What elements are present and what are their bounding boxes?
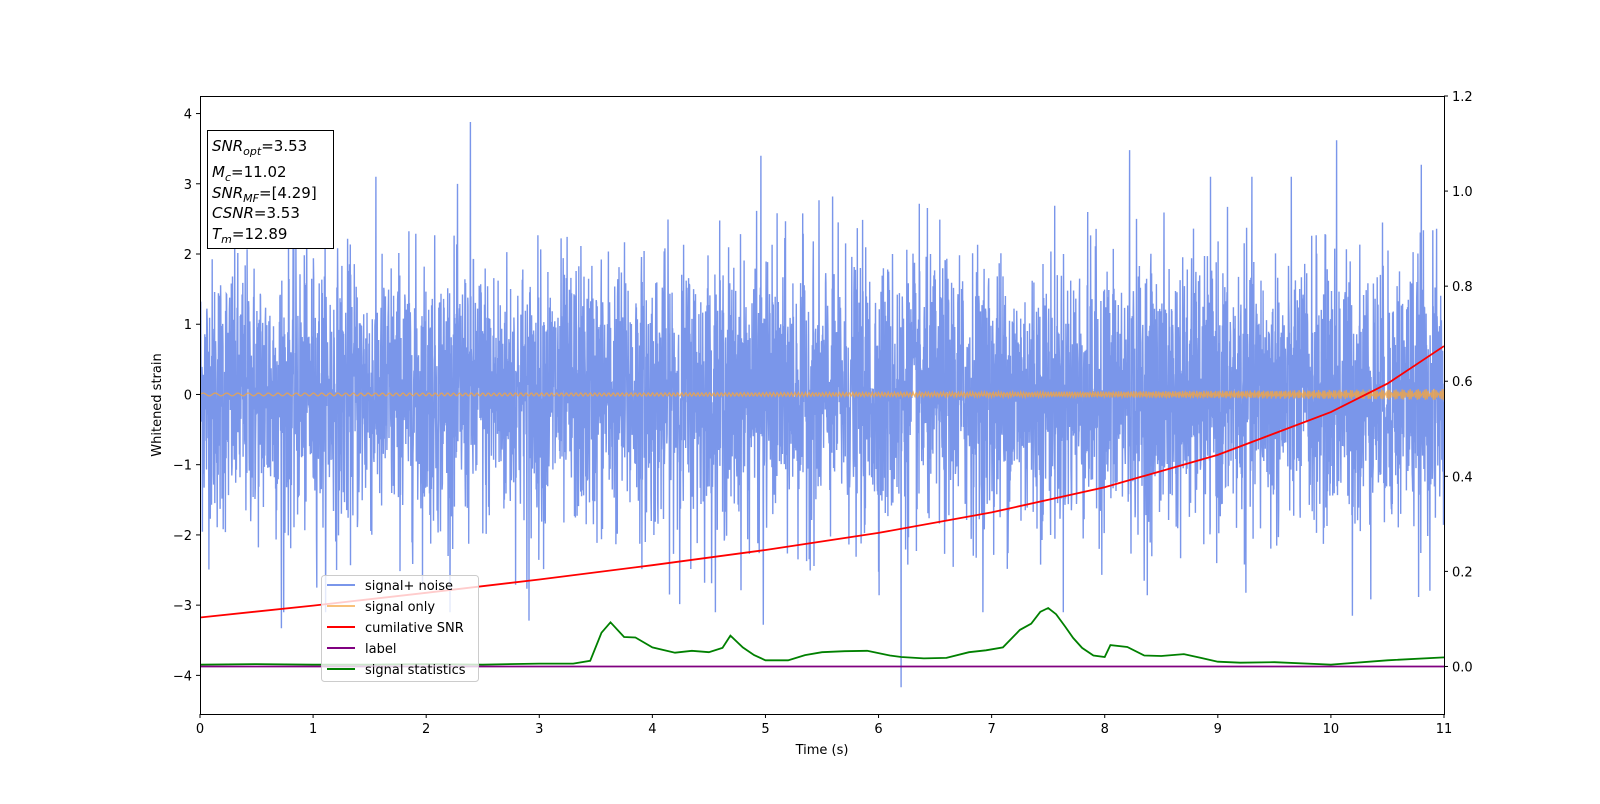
legend-label-label: label xyxy=(365,642,396,657)
legend-entry-label: label xyxy=(327,642,396,657)
y2-tick-label: 1.2 xyxy=(1452,90,1473,105)
stats-box: SNRopt=3.53 Mc=11.02 SNRMF=[4.29] CSNR=3… xyxy=(207,130,334,249)
stat-mc: Mc=11.02 xyxy=(212,163,287,184)
legend-frame xyxy=(321,575,479,682)
x-tick-label: 1 xyxy=(309,722,317,737)
x-tick-label: 8 xyxy=(1101,722,1109,737)
legend-label-signal-noise: signal+ noise xyxy=(365,579,453,594)
legend-entry-cumulative-snr: cumilative SNR xyxy=(327,621,464,636)
legend-label-cumulative-snr: cumilative SNR xyxy=(365,621,464,636)
series-signal-noise xyxy=(200,121,1444,688)
legend: signal+ noise signal only cumilative SNR… xyxy=(321,575,479,682)
stat-tm: Tm=12.89 xyxy=(212,225,287,246)
y-tick-label: 0 xyxy=(184,388,192,403)
y-tick-label: −3 xyxy=(173,599,192,614)
y-tick-label: −4 xyxy=(173,669,192,684)
y-tick-label: −1 xyxy=(173,459,192,474)
legend-entry-signal-only: signal only xyxy=(327,600,435,615)
x-tick-label: 2 xyxy=(422,722,430,737)
legend-entry-signal-noise: signal+ noise xyxy=(327,579,453,594)
series-signal-statistics xyxy=(200,606,1444,666)
y-tick-label: 4 xyxy=(184,108,192,123)
axes-layer: 0 1 2 3 4 5 6 7 8 9 10 11 −4 −3 −2 −1 0 1 2 3 4 0.0 0.2 0.4 0.6 0… xyxy=(173,90,1473,737)
x-tick-label: 3 xyxy=(535,722,543,737)
y-tick-label: 2 xyxy=(184,248,192,263)
y2-tick-label: 0.2 xyxy=(1452,565,1473,580)
x-tick-label: 4 xyxy=(648,722,656,737)
x-axis-label: Time (s) xyxy=(795,743,849,758)
stat-csnr: CSNR=3.53 xyxy=(212,204,300,222)
x-tick-label: 9 xyxy=(1214,722,1222,737)
y2-tick-label: 0.0 xyxy=(1452,660,1473,675)
legend-label-signal-statistics: signal statistics xyxy=(365,663,466,678)
x-tick-label: 11 xyxy=(1436,722,1453,737)
x-tick-label: 0 xyxy=(196,722,204,737)
x-tick-label: 7 xyxy=(987,722,995,737)
stat-snr-opt: SNRopt=3.53 xyxy=(212,137,307,158)
y-tick-label: 1 xyxy=(184,318,192,333)
y2-tick-label: 0.6 xyxy=(1452,375,1473,390)
legend-label-signal-only: signal only xyxy=(365,600,435,615)
y-tick-label: −2 xyxy=(173,529,192,544)
y-axis-label: Whitened strain xyxy=(150,353,165,456)
x-tick-label: 10 xyxy=(1323,722,1340,737)
y2-tick-label: 0.8 xyxy=(1452,280,1473,295)
plot-frame xyxy=(200,96,1445,715)
x-tick-label: 5 xyxy=(761,722,769,737)
series-signal-only xyxy=(200,388,1444,401)
y2-tick-label: 0.4 xyxy=(1452,470,1473,485)
stat-snr-mf: SNRMF=[4.29] xyxy=(212,184,317,205)
x-tick-label: 6 xyxy=(874,722,882,737)
stats-box-frame xyxy=(207,130,334,249)
y-tick-label: 3 xyxy=(184,178,192,193)
legend-entry-signal-statistics: signal statistics xyxy=(327,663,466,678)
y2-tick-label: 1.0 xyxy=(1452,185,1473,200)
